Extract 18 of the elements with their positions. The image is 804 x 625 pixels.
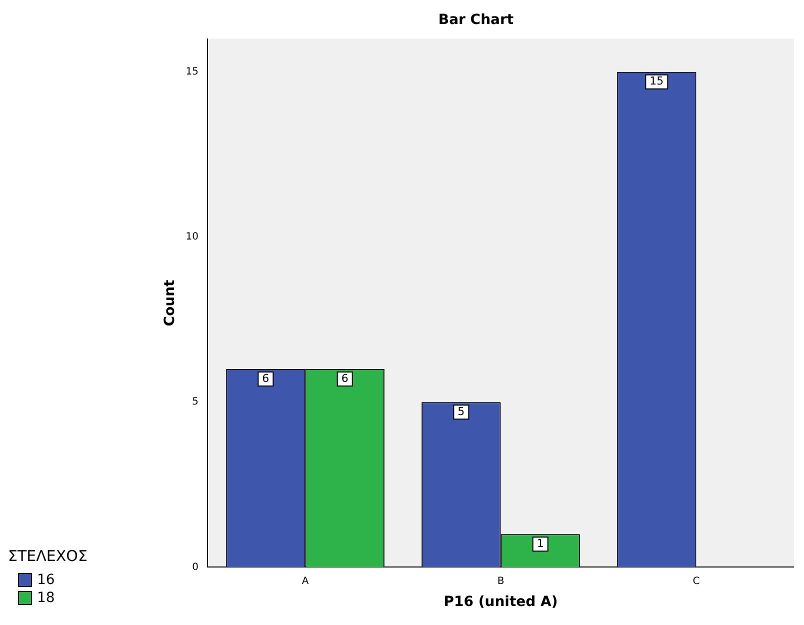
chart-title: Bar Chart: [438, 12, 514, 28]
y-tick-label: 0: [192, 562, 199, 573]
y-tick-label: 10: [186, 232, 199, 243]
data-label: 5: [458, 404, 465, 418]
legend-label: 16: [37, 571, 55, 589]
data-label: 15: [650, 74, 664, 88]
data-label: 1: [536, 537, 544, 550]
legend-label: 18: [37, 589, 55, 607]
x-tick-label: C: [692, 576, 700, 587]
x-tick-label: A: [302, 576, 309, 587]
data-label: 6: [341, 372, 348, 385]
y-axis-title: Count: [162, 279, 178, 326]
y-tick-label: 5: [192, 396, 199, 408]
data-label: 6: [262, 372, 270, 385]
legend-title: ΣΤΕΛΕΧΟΣ: [8, 547, 88, 565]
x-tick-label: B: [497, 576, 504, 587]
y-tick-label: 15: [186, 66, 199, 78]
x-axis-title: P16 (united A): [444, 594, 558, 610]
